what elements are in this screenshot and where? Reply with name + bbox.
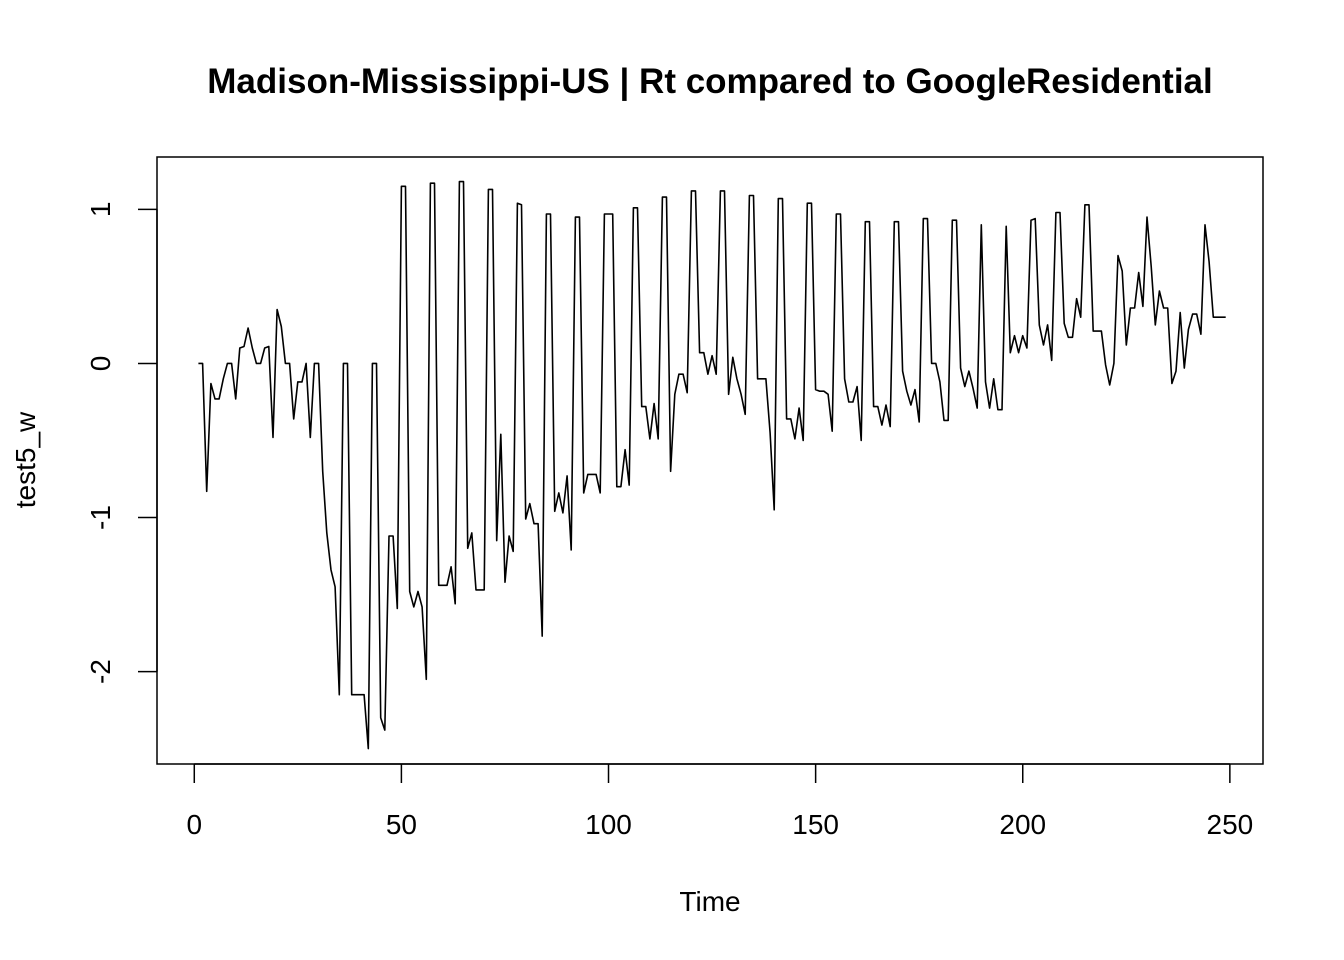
x-tick-label: 200 [999, 809, 1046, 840]
x-axis-label: Time [679, 886, 740, 917]
y-tick-label: -1 [85, 505, 116, 530]
x-tick-label: 0 [186, 809, 202, 840]
x-tick-label: 250 [1207, 809, 1254, 840]
y-axis-label: test5_w [10, 411, 41, 508]
chart-title: Madison-Mississippi-US | Rt compared to … [207, 62, 1212, 101]
y-tick-label: -2 [85, 659, 116, 684]
x-tick-label: 50 [386, 809, 417, 840]
x-tick-label: 150 [792, 809, 839, 840]
x-tick-label: 100 [585, 809, 632, 840]
y-tick-label: 0 [85, 356, 116, 372]
y-tick-label: 1 [85, 202, 116, 218]
series-line [198, 180, 1226, 750]
x-axis: 0 50 100 150 200 250 [186, 763, 1254, 840]
y-axis: -2 -1 0 1 [85, 202, 158, 684]
